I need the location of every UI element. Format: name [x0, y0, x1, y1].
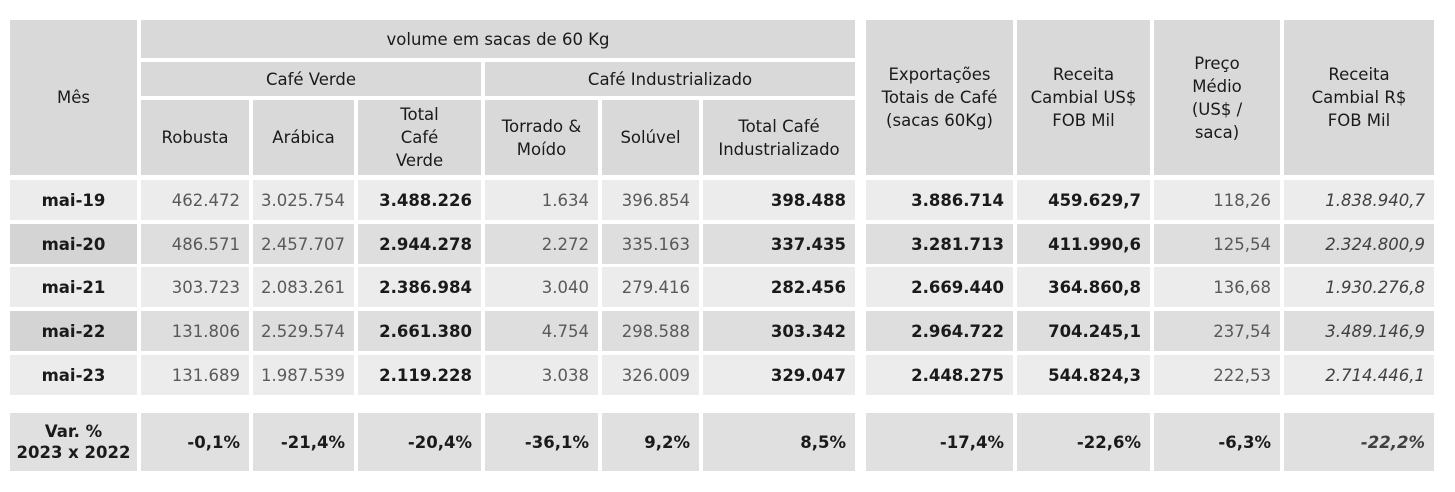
- cell-preco: 125,54: [1154, 224, 1280, 264]
- variation-robusta: -0,1%: [141, 413, 249, 471]
- cell-receita-usd: 459.629,7: [1017, 180, 1150, 220]
- cell-torrado: 3.040: [485, 267, 598, 307]
- cell-total-verde: 2.119.228: [358, 355, 481, 395]
- cell-exportacoes: 2.448.275: [866, 355, 1013, 395]
- header-total-verde: Total Café Verde: [358, 100, 481, 175]
- cell-total-verde: 2.661.380: [358, 311, 481, 351]
- cell-total-ind: 303.342: [703, 311, 855, 351]
- cell-receita-usd: 704.245,1: [1017, 311, 1150, 351]
- variation-label: Var. % 2023 x 2022: [10, 413, 137, 471]
- cell-receita-usd: 364.860,8: [1017, 267, 1150, 307]
- header-exportacoes: Exportações Totais de Café (sacas 60Kg): [866, 20, 1013, 175]
- cell-receita-brl: 1.838.940,7: [1284, 180, 1434, 220]
- cell-receita-usd: 411.990,6: [1017, 224, 1150, 264]
- cell-preco: 237,54: [1154, 311, 1280, 351]
- cell-torrado: 1.634: [485, 180, 598, 220]
- variation-torrado: -36,1%: [485, 413, 598, 471]
- header-month: Mês: [10, 20, 137, 175]
- cell-soluvel: 279.416: [602, 267, 699, 307]
- header-soluvel: Solúvel: [602, 100, 699, 175]
- cell-receita-brl: 3.489.146,9: [1284, 311, 1434, 351]
- variation-receita-brl: -22,2%: [1284, 413, 1434, 471]
- cell-total-ind: 398.488: [703, 180, 855, 220]
- cell-total-verde: 2.386.984: [358, 267, 481, 307]
- cell-total-verde: 3.488.226: [358, 180, 481, 220]
- cell-preco: 222,53: [1154, 355, 1280, 395]
- variation-label-line2: 2023 x 2022: [16, 443, 131, 462]
- cell-soluvel: 326.009: [602, 355, 699, 395]
- cell-robusta: 131.689: [141, 355, 249, 395]
- header-robusta: Robusta: [141, 100, 249, 175]
- cell-exportacoes: 2.669.440: [866, 267, 1013, 307]
- cell-soluvel: 335.163: [602, 224, 699, 264]
- cell-arabica: 2.457.707: [253, 224, 354, 264]
- cell-arabica: 2.529.574: [253, 311, 354, 351]
- header-receita-brl: Receita Cambial R$ FOB Mil: [1284, 20, 1434, 175]
- variation-exportacoes: -17,4%: [866, 413, 1013, 471]
- cell-arabica: 1.987.539: [253, 355, 354, 395]
- cell-soluvel: 298.588: [602, 311, 699, 351]
- cell-receita-usd: 544.824,3: [1017, 355, 1150, 395]
- cell-torrado: 2.272: [485, 224, 598, 264]
- header-cafe-industrializado: Café Industrializado: [485, 62, 855, 96]
- cell-torrado: 3.038: [485, 355, 598, 395]
- cell-total-verde: 2.944.278: [358, 224, 481, 264]
- cell-arabica: 3.025.754: [253, 180, 354, 220]
- variation-total-verde: -20,4%: [358, 413, 481, 471]
- variation-label-line1: Var. %: [44, 422, 103, 441]
- variation-soluvel: 9,2%: [602, 413, 699, 471]
- cell-soluvel: 396.854: [602, 180, 699, 220]
- cell-receita-brl: 2.324.800,9: [1284, 224, 1434, 264]
- cell-preco: 118,26: [1154, 180, 1280, 220]
- cell-total-ind: 282.456: [703, 267, 855, 307]
- variation-arabica: -21,4%: [253, 413, 354, 471]
- cell-total-ind: 337.435: [703, 224, 855, 264]
- row-month: mai-20: [10, 224, 137, 264]
- cell-receita-brl: 2.714.446,1: [1284, 355, 1434, 395]
- variation-preco: -6,3%: [1154, 413, 1280, 471]
- variation-total-ind: 8,5%: [703, 413, 855, 471]
- cell-exportacoes: 2.964.722: [866, 311, 1013, 351]
- cell-arabica: 2.083.261: [253, 267, 354, 307]
- row-month: mai-19: [10, 180, 137, 220]
- cell-torrado: 4.754: [485, 311, 598, 351]
- header-arabica: Arábica: [253, 100, 354, 175]
- cell-exportacoes: 3.281.713: [866, 224, 1013, 264]
- row-month: mai-22: [10, 311, 137, 351]
- cell-robusta: 462.472: [141, 180, 249, 220]
- variation-receita-usd: -22,6%: [1017, 413, 1150, 471]
- header-preco: Preço Médio (US$ / saca): [1154, 20, 1280, 175]
- header-torrado: Torrado & Moído: [485, 100, 598, 175]
- cell-robusta: 131.806: [141, 311, 249, 351]
- cell-receita-brl: 1.930.276,8: [1284, 267, 1434, 307]
- row-month: mai-23: [10, 355, 137, 395]
- row-month: mai-21: [10, 267, 137, 307]
- cell-robusta: 303.723: [141, 267, 249, 307]
- header-volume-group: volume em sacas de 60 Kg: [141, 20, 855, 58]
- header-total-industrializado: Total Café Industrializado: [703, 100, 855, 175]
- header-cafe-verde: Café Verde: [141, 62, 481, 96]
- cell-robusta: 486.571: [141, 224, 249, 264]
- cell-exportacoes: 3.886.714: [866, 180, 1013, 220]
- cell-total-ind: 329.047: [703, 355, 855, 395]
- header-receita-usd: Receita Cambial US$ FOB Mil: [1017, 20, 1150, 175]
- cell-preco: 136,68: [1154, 267, 1280, 307]
